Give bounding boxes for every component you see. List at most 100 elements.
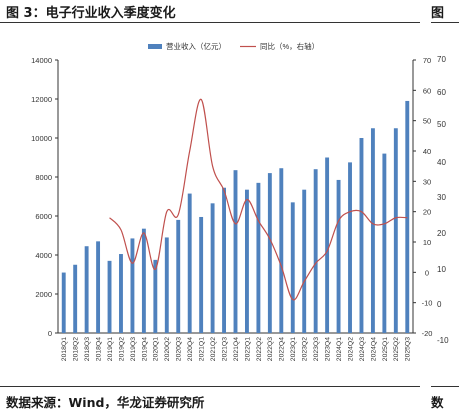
revenue-bar	[348, 162, 352, 333]
right-axis-tick-label: -20	[422, 329, 433, 338]
revenue-bar	[107, 260, 112, 333]
next-title-rule	[431, 22, 459, 23]
revenue-bar	[405, 100, 410, 333]
left-axis-tick-label: 4000	[35, 251, 52, 260]
revenue-bar	[233, 170, 238, 333]
right-axis-tick-label: 20	[423, 208, 431, 217]
revenue-bar	[164, 237, 169, 333]
x-axis-tick-label: 2018Q2	[73, 337, 80, 361]
revenue-bar	[302, 189, 307, 333]
revenue-bar	[187, 193, 192, 333]
revenue-bar	[153, 259, 158, 333]
yoy-growth-line	[109, 98, 408, 301]
x-axis-tick-label: 2023Q1	[290, 337, 297, 361]
next-data-source: 数	[431, 395, 444, 410]
right-axis-tick-label: 50	[423, 117, 431, 126]
next-axis-tick: 30	[437, 193, 446, 202]
next-figure-title: 图	[431, 6, 445, 21]
legend-label-yoy: 同比（%，右轴）	[260, 41, 319, 51]
revenue-bar	[256, 182, 261, 333]
x-axis-tick-label: 2025Q1	[382, 337, 389, 361]
revenue-bar	[393, 128, 398, 333]
right-axis-tick-label: 30	[423, 177, 431, 186]
next-source-rule	[431, 386, 459, 387]
x-axis-tick-label: 2018Q1	[61, 337, 68, 361]
x-axis-tick-label: 2020Q3	[176, 337, 183, 361]
x-axis-tick-label: 2023Q4	[325, 337, 332, 361]
x-axis-tick-label: 2020Q1	[153, 337, 160, 361]
revenue-bar	[245, 189, 249, 333]
left-axis-tick-label: 0	[48, 329, 52, 338]
figure-title: 图 3：电子行业收入季度变化	[6, 6, 176, 21]
x-axis-tick-label: 2024Q1	[336, 337, 343, 361]
next-axis-tick: 40	[437, 158, 446, 167]
x-axis-tick-label: 2018Q3	[84, 337, 91, 361]
revenue-bar	[325, 157, 330, 333]
right-axis-tick-label: 0	[425, 268, 429, 277]
x-axis-tick-label: 2019Q2	[118, 337, 125, 361]
revenue-bar	[382, 153, 387, 333]
revenue-bar	[96, 241, 101, 333]
x-axis-tick-label: 2020Q2	[164, 337, 171, 361]
x-axis-tick-label: 2019Q1	[107, 337, 114, 361]
right-axis-tick-label: 10	[423, 238, 431, 247]
x-axis-tick-label: 2019Q3	[130, 337, 137, 361]
right-axis-tick-label: 60	[423, 86, 431, 95]
left-axis-tick-label: 10000	[31, 134, 52, 143]
next-axis-tick: 0	[437, 300, 442, 309]
left-axis-tick-label: 2000	[35, 290, 52, 299]
revenue-bar	[279, 168, 284, 333]
x-axis-tick-label: 2021Q2	[210, 337, 217, 361]
next-axis-tick: 20	[437, 229, 446, 238]
data-source: 数据来源：Wind，华龙证券研究所	[6, 395, 205, 410]
right-axis-tick-label: 70	[423, 56, 431, 65]
revenue-bar	[370, 128, 375, 333]
x-axis-tick-label: 2023Q3	[313, 337, 320, 361]
revenue-bar	[73, 264, 78, 333]
revenue-bar	[130, 238, 135, 333]
x-axis-tick-label: 2021Q3	[221, 337, 228, 361]
legend-label-revenue: 营业收入（亿元）	[166, 41, 226, 51]
next-axis-tick: 60	[437, 88, 446, 97]
x-axis-tick-label: 2018Q4	[95, 337, 102, 361]
revenue-bar	[61, 272, 66, 333]
x-axis-tick-label: 2022Q4	[279, 337, 286, 361]
x-axis-tick-label: 2023Q2	[302, 337, 309, 361]
left-axis-tick-label: 8000	[35, 173, 52, 182]
revenue-bar	[176, 219, 181, 333]
revenue-bar	[267, 173, 272, 333]
x-axis-tick-label: 2022Q3	[267, 337, 274, 361]
title-rule	[0, 22, 420, 23]
revenue-bar	[313, 169, 318, 333]
left-axis-tick-label: 14000	[31, 56, 52, 65]
x-axis-tick-label: 2024Q2	[347, 337, 354, 361]
source-rule	[0, 386, 420, 387]
x-axis-tick-label: 2022Q1	[244, 337, 251, 361]
x-axis-tick-label: 2021Q4	[233, 337, 240, 361]
x-axis-tick-label: 2024Q4	[370, 337, 377, 361]
x-axis-tick-label: 2025Q3	[405, 337, 412, 361]
revenue-bar	[222, 187, 226, 333]
x-axis-tick-label: 2021Q1	[199, 337, 206, 361]
right-axis-tick-label: 40	[423, 147, 431, 156]
revenue-bar	[210, 203, 215, 333]
revenue-bar	[336, 179, 341, 333]
revenue-bar	[119, 254, 123, 333]
legend-swatch-revenue	[148, 44, 162, 49]
x-axis-tick-label: 2024Q3	[359, 337, 366, 361]
x-axis-tick-label: 2022Q2	[256, 337, 263, 361]
x-axis-tick-label: 2020Q4	[187, 337, 194, 361]
next-axis-tick: 70	[437, 55, 446, 64]
revenue-bar	[141, 228, 146, 333]
next-axis-tick: 10	[437, 265, 446, 274]
revenue-bar	[359, 138, 364, 333]
revenue-bar	[84, 246, 89, 333]
left-axis-tick-label: 12000	[31, 95, 52, 104]
next-axis-tick: 50	[437, 120, 446, 129]
revenue-bar	[290, 202, 295, 333]
x-axis-tick-label: 2025Q2	[393, 337, 400, 361]
revenue-bar	[199, 216, 204, 333]
x-axis-tick-label: 2019Q4	[141, 337, 148, 361]
next-axis-tick: -10	[437, 336, 449, 345]
